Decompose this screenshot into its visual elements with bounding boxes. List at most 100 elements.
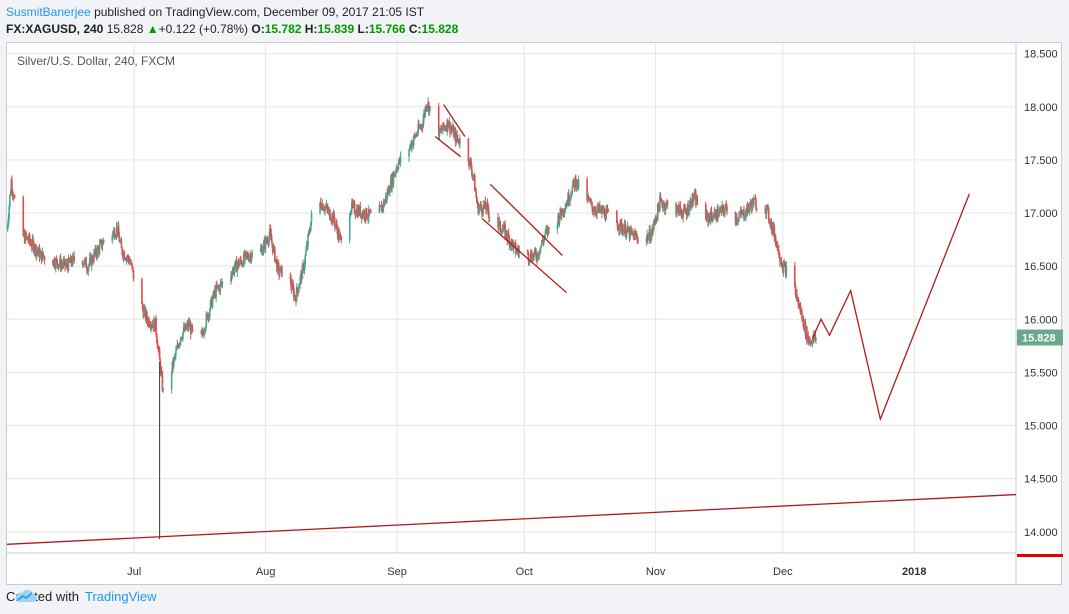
candle-body <box>662 205 665 209</box>
candle-body <box>424 107 427 115</box>
candle-body <box>647 235 650 241</box>
candle-body <box>748 206 751 212</box>
candle-body <box>267 242 270 244</box>
candle-body <box>482 204 485 214</box>
candle-body <box>128 259 131 264</box>
candle-body <box>100 240 103 248</box>
author-link[interactable]: SusmitBanerjee <box>6 5 91 19</box>
candle-body <box>88 264 90 267</box>
candle-body <box>339 234 342 237</box>
low-value: 15.766 <box>368 22 406 36</box>
candle-body <box>687 205 689 215</box>
candle-body <box>416 133 419 135</box>
candle-body <box>675 203 677 215</box>
candle-body <box>97 247 99 249</box>
x-tick-label: 2018 <box>902 566 926 578</box>
candle-body <box>304 255 306 265</box>
candle-body <box>586 179 588 201</box>
candle-body <box>353 203 356 214</box>
candle-body <box>620 220 622 223</box>
last-price-label: 15.828 <box>1022 333 1056 345</box>
candle-body <box>26 236 29 240</box>
flag-lower-line <box>434 135 462 158</box>
candle-body <box>83 263 85 265</box>
candle-body <box>389 191 391 193</box>
candle-body <box>177 344 179 347</box>
candle-body <box>150 325 152 328</box>
candle-body <box>560 208 562 214</box>
published-text: published on TradingView.com, December 0… <box>94 5 425 19</box>
candle-body <box>811 338 814 345</box>
chart-area[interactable]: 14.000 14.500 15.000 15.500 16.000 16.500 17.0… <box>6 42 1063 586</box>
candle-body <box>625 229 628 236</box>
candle-body <box>501 229 504 234</box>
candle-body <box>351 202 353 212</box>
y-tick-label: 14.000 <box>1024 527 1058 539</box>
candle-body <box>589 200 592 203</box>
candle-body <box>502 228 504 230</box>
candle-body <box>562 208 564 214</box>
publish-line: SusmitBanerjee published on TradingView.… <box>6 5 424 19</box>
candle-body <box>724 209 726 215</box>
candle-body <box>437 106 440 137</box>
candle-body <box>39 252 42 259</box>
candle-body <box>24 232 27 243</box>
candle-body <box>688 211 690 215</box>
candle-body <box>627 226 629 232</box>
candle-body <box>696 197 699 205</box>
tradingview-brand-link[interactable]: TradingView <box>84 589 157 604</box>
candle-body <box>121 247 123 255</box>
candle-body <box>247 254 249 259</box>
candle-body <box>114 237 116 239</box>
candle-body <box>682 211 684 218</box>
candle-body <box>556 224 559 230</box>
candle-body <box>251 252 253 258</box>
candle-body <box>22 197 25 236</box>
candle-body <box>575 186 578 189</box>
candle-body <box>618 229 621 231</box>
candle-body <box>261 250 264 255</box>
x-tick-label: Oct <box>516 566 533 578</box>
candle-body <box>743 210 745 219</box>
y-tick-label: 17.000 <box>1024 208 1058 220</box>
candle-body <box>765 206 768 214</box>
candle-body <box>717 215 720 218</box>
candle-body <box>233 268 236 273</box>
candle-body <box>31 238 34 247</box>
candle-body <box>277 262 280 267</box>
candle-body <box>330 220 333 222</box>
candle-body <box>664 207 667 211</box>
candle-body <box>476 197 478 203</box>
candle-body <box>619 220 622 230</box>
candle-body <box>298 287 300 293</box>
candle-body <box>161 374 164 391</box>
candle-body <box>505 230 508 238</box>
candle-body <box>794 265 796 286</box>
open-value: 15.782 <box>264 22 302 36</box>
candle-body <box>764 209 766 211</box>
candle-body <box>442 122 445 128</box>
projection-path <box>811 193 970 422</box>
candle-body <box>62 261 65 266</box>
candle-body <box>236 265 239 272</box>
candle-body <box>514 242 516 244</box>
candle-body <box>408 149 410 157</box>
x-tick-label: Jul <box>127 566 141 578</box>
candle-body <box>336 223 338 230</box>
candle-body <box>806 326 808 342</box>
candle-body <box>413 135 415 141</box>
close-value: 15.828 <box>421 22 459 36</box>
candle-body <box>616 222 619 229</box>
candle-body <box>148 318 150 326</box>
chart-svg[interactable]: 14.000 14.500 15.000 15.500 16.000 16.500 17.0… <box>7 43 1063 586</box>
last-price: 15.828 <box>106 22 144 36</box>
candle-body <box>11 180 13 192</box>
candle-body <box>649 240 652 242</box>
candle-body <box>469 158 472 162</box>
candle-body <box>625 235 627 237</box>
candle-body <box>535 252 538 259</box>
candle-body <box>488 217 491 219</box>
candle-body <box>776 241 778 248</box>
candle-body <box>738 214 741 216</box>
candle-body <box>705 212 708 220</box>
